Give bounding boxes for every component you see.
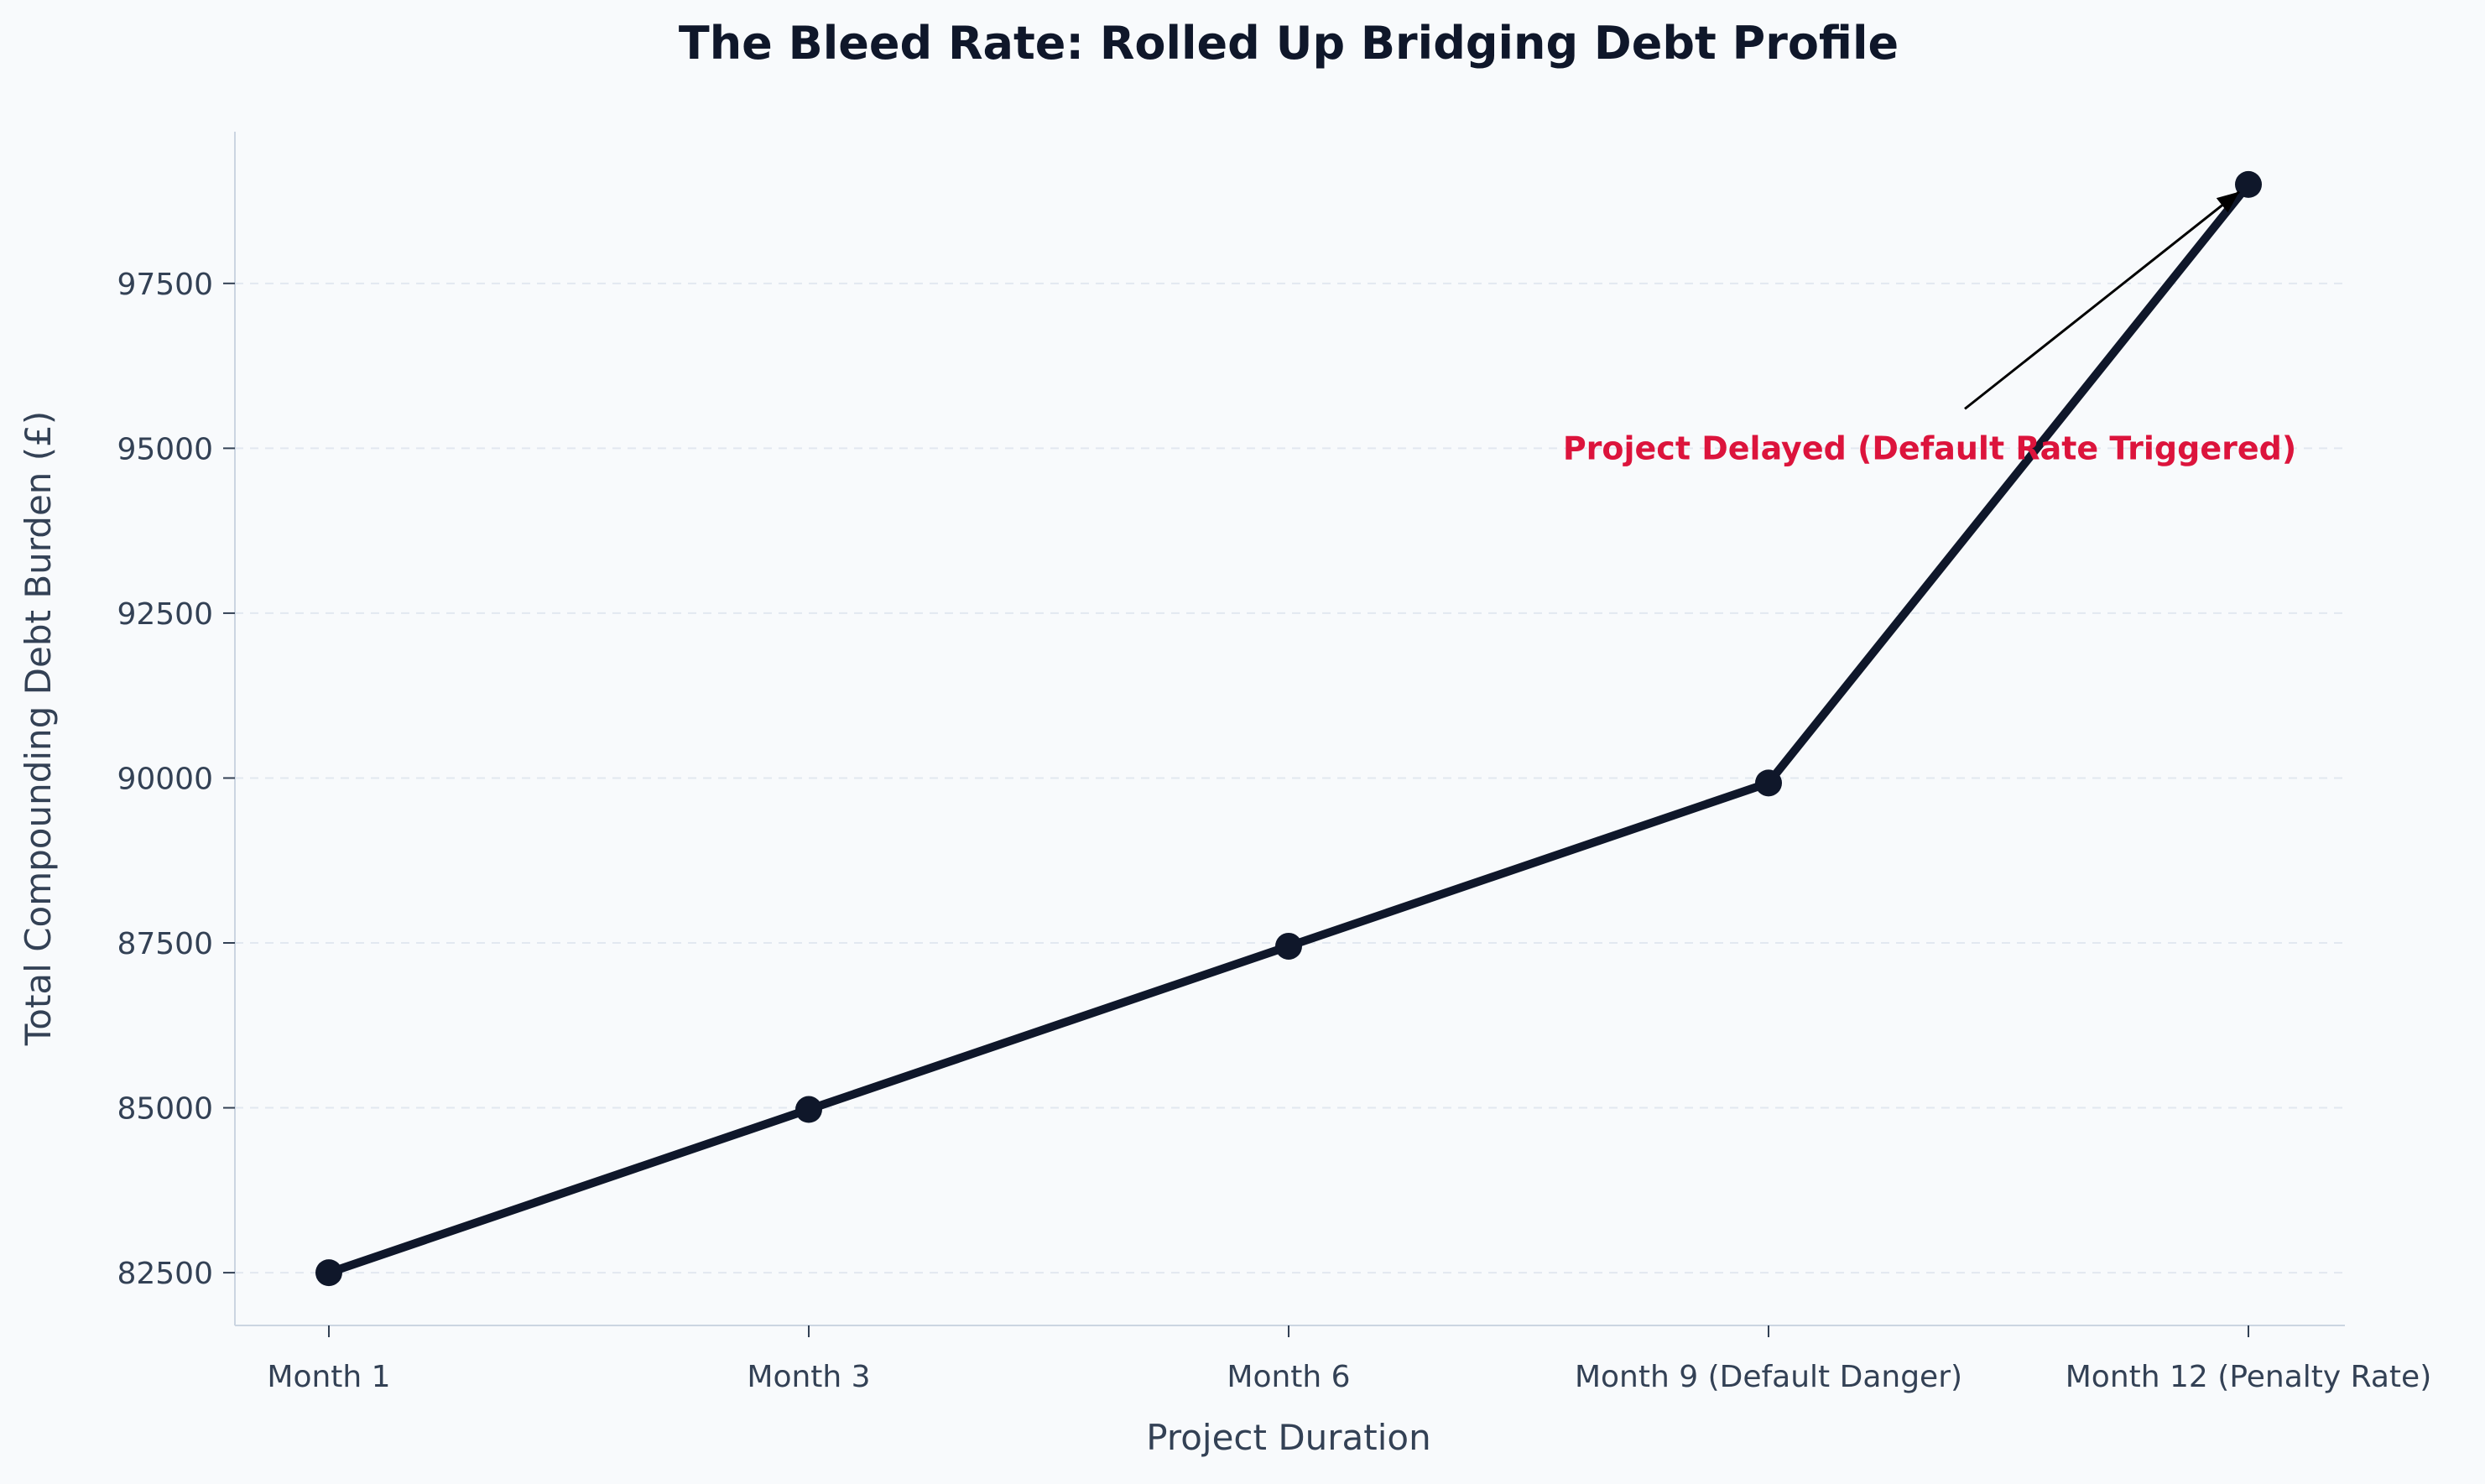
chart-title: The Bleed Rate: Rolled Up Bridging Debt …: [679, 17, 1899, 70]
y-tick-label: 92500: [117, 597, 213, 632]
annotation-arrowhead: [2216, 191, 2240, 213]
data-point: [2235, 170, 2262, 198]
x-tick-label: Month 3: [747, 1360, 870, 1394]
y-tick-label: 90000: [117, 762, 213, 796]
y-axis-label: Total Compounding Debt Burden (£): [18, 411, 59, 1047]
annotation-arrow: [1964, 190, 2240, 410]
y-tick-label: 95000: [117, 432, 213, 466]
annotation-text: Project Delayed (Default Rate Triggered): [1563, 430, 2296, 466]
x-tick-label: Month 1: [267, 1360, 390, 1394]
y-tick-label: 97500: [117, 268, 213, 302]
x-tick-label: Month 9 (Default Danger): [1575, 1360, 1962, 1394]
data-point: [1275, 932, 1302, 960]
y-tick-label: 87500: [117, 927, 213, 961]
x-axis-ticks: Month 1 Month 3 Month 6 Month 9 (Default Da…: [267, 1325, 2431, 1394]
data-point: [315, 1259, 342, 1287]
data-point: [1755, 769, 1782, 797]
series: [315, 170, 2262, 1287]
x-tick-label: Month 6: [1227, 1360, 1350, 1394]
annotation-group: Project Delayed (Default Rate Triggered): [1563, 190, 2296, 466]
y-axis-ticks: 82500 85000 87500 90000 92500 95000 97500: [117, 268, 235, 1291]
y-tick-label: 82500: [117, 1257, 213, 1291]
data-point: [795, 1096, 822, 1123]
x-axis-label: Project Duration: [1146, 1417, 1430, 1458]
y-tick-label: 85000: [117, 1092, 213, 1127]
x-tick-label: Month 12 (Penalty Rate): [2066, 1360, 2431, 1394]
gridlines: [235, 282, 2345, 1274]
